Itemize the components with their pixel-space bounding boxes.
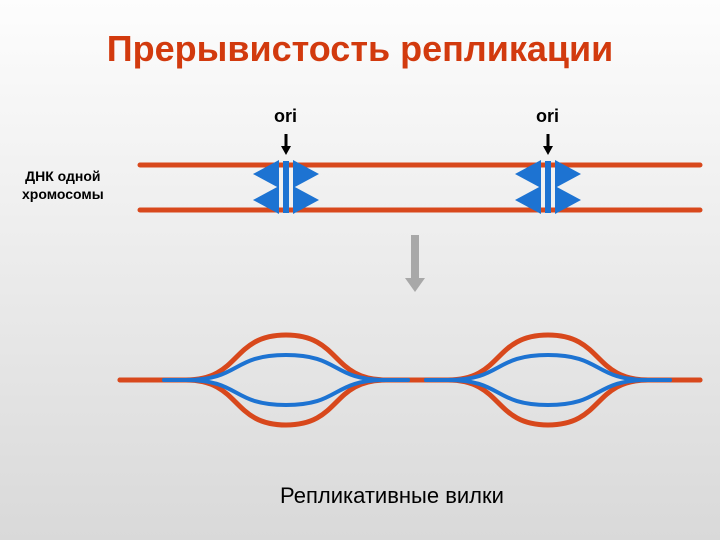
- diagram-stage: ori ori ДНК однойхромосомы Репликативные…: [0, 70, 720, 540]
- page-title: Прерывистость репликации: [0, 0, 720, 70]
- ori-label-left: ori: [274, 106, 297, 127]
- diagram-svg: [0, 70, 720, 540]
- replication-forks-label: Репликативные вилки: [280, 483, 504, 509]
- dna-side-label: ДНК однойхромосомы: [22, 168, 104, 203]
- ori-label-right: ori: [536, 106, 559, 127]
